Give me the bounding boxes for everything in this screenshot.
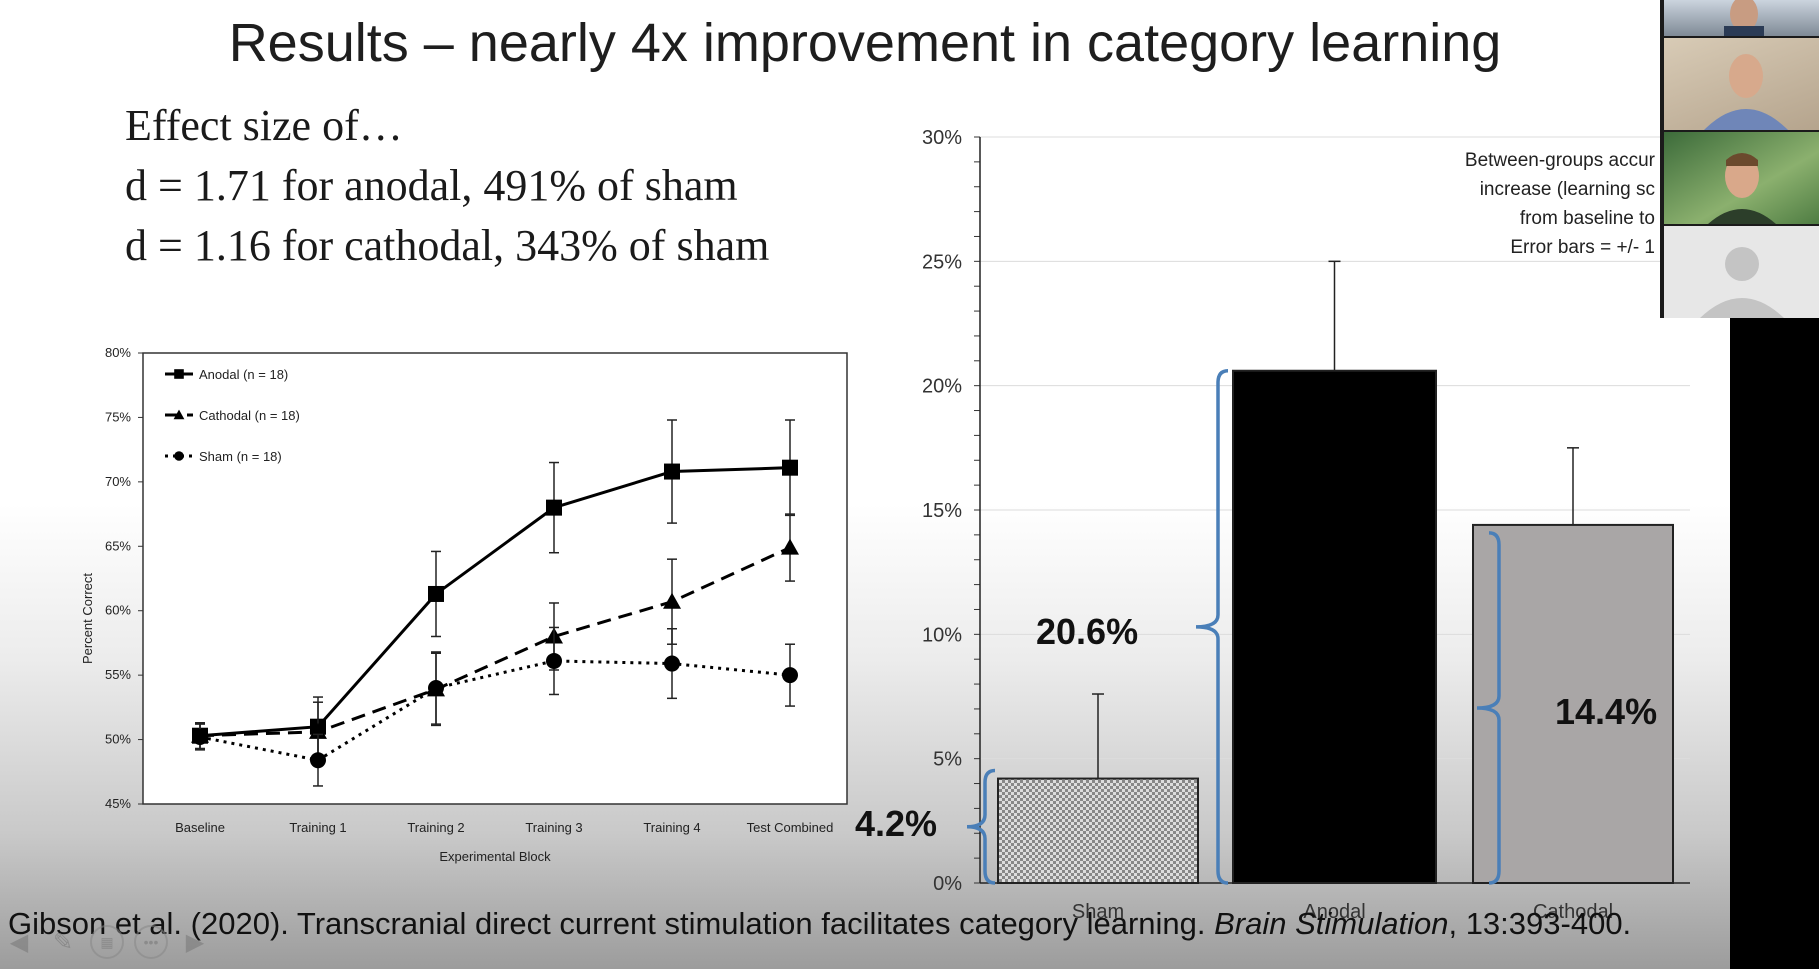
x-tick-label: Training 2 <box>407 820 464 835</box>
value-label-cathodal: 14.4% <box>1555 691 1657 732</box>
x-tick-label: Cathodal <box>1533 901 1613 923</box>
effect-size-heading: Effect size of… <box>125 101 403 150</box>
marker-circle <box>782 667 798 684</box>
marker-circle <box>428 680 444 697</box>
bar-sham <box>997 777 1199 884</box>
annotation-line: Error bars = +/- 1 <box>1510 237 1655 258</box>
participant-video-3[interactable] <box>1664 132 1819 224</box>
series-line <box>199 546 791 738</box>
legend-marker <box>174 451 184 461</box>
annotation-line: Between-groups accur <box>1465 150 1656 171</box>
bar-cathodal <box>1472 523 1674 884</box>
x-tick-label: Anodal <box>1303 901 1365 923</box>
y-tick-label: 20% <box>922 376 962 398</box>
bracket-sham <box>966 768 996 885</box>
legend-marker <box>173 409 185 420</box>
y-tick-label: 30% <box>922 127 962 149</box>
legend-marker <box>174 369 184 379</box>
bracket-anodal <box>1195 368 1229 885</box>
marker-circle <box>174 451 184 461</box>
participant-video-4-avatar[interactable] <box>1664 226 1819 318</box>
line-chart: 45% 50% 55% 60% 65% 70% 75% 80% Baseline Training… <box>80 345 848 864</box>
annotation-line: from baseline to <box>1520 208 1655 229</box>
citation-journal: Brain Stimulation <box>1214 906 1449 941</box>
x-tick-label: Test Combined <box>747 820 834 835</box>
legend-label: Sham (n = 18) <box>199 449 282 464</box>
pen-icon[interactable]: ✎ <box>52 928 74 956</box>
x-axis-label: Experimental Block <box>439 849 551 864</box>
marker-circle <box>546 652 562 669</box>
effect-size-cathodal: d = 1.16 for cathodal, 343% of sham <box>125 221 770 270</box>
annotation-line: increase (learning sc <box>1480 179 1655 200</box>
participant-video-2[interactable] <box>1664 38 1819 130</box>
marker-square <box>428 585 444 602</box>
y-tick-label: 15% <box>922 500 962 522</box>
series-line <box>199 466 791 738</box>
y-tick-label: 25% <box>922 251 962 273</box>
x-tick-label: Training 3 <box>525 820 582 835</box>
y-tick-label: 0% <box>933 873 962 895</box>
slides-icon[interactable]: ▦ <box>90 925 124 959</box>
marker-triangle <box>173 409 185 420</box>
participant-video-1[interactable] <box>1664 0 1819 36</box>
citation-main: Gibson et al. (2020). Transcranial direc… <box>8 906 1215 941</box>
y-tick-label: 75% <box>105 409 131 424</box>
marker-circle <box>192 728 208 745</box>
marker-square <box>664 463 680 480</box>
plot-frame <box>142 352 848 805</box>
x-tick-label: Training 1 <box>289 820 346 835</box>
y-tick-label: 80% <box>105 345 131 360</box>
marker-triangle <box>781 538 799 555</box>
y-tick-label: 5% <box>933 749 962 771</box>
y-axis-label: Percent Correct <box>80 573 95 664</box>
marker-circle <box>310 752 326 769</box>
y-tick-label: 55% <box>105 667 131 682</box>
bar-chart: 0% 5% 10% 15% 20% 25% 30% Sham Anodal Cathodal 4.2… <box>855 127 1690 923</box>
right-arrow-icon[interactable]: ▶ <box>185 928 205 956</box>
x-tick-label: Baseline <box>175 820 225 835</box>
bracket-cathodal <box>1476 531 1501 885</box>
y-tick-label: 45% <box>105 796 131 811</box>
y-tick-label: 60% <box>105 603 131 618</box>
citation: Gibson et al. (2020). Transcranial direc… <box>8 906 1631 942</box>
slide-nav-toolbar: ◀ ✎ ▦ ••• ▶ <box>2 922 212 962</box>
bar-anodal <box>1232 369 1437 885</box>
value-label-sham: 4.2% <box>855 803 937 844</box>
video-participants-strip <box>1660 0 1819 318</box>
x-tick-label: Sham <box>1072 901 1124 923</box>
legend-label: Anodal (n = 18) <box>199 367 288 382</box>
effect-size-anodal: d = 1.71 for anodal, 491% of sham <box>125 161 738 210</box>
more-icon[interactable]: ••• <box>134 925 168 959</box>
y-tick-label: 65% <box>105 538 131 553</box>
presentation-slide: Results – nearly 4x improvement in categ… <box>0 0 1730 969</box>
y-tick-label: 10% <box>922 624 962 646</box>
marker-square <box>174 369 184 379</box>
citation-tail: , 13:393-400. <box>1448 906 1632 941</box>
marker-circle <box>664 655 680 672</box>
y-tick-label: 70% <box>105 474 131 489</box>
value-label-anodal: 20.6% <box>1036 611 1138 652</box>
legend-label: Cathodal (n = 18) <box>199 408 300 423</box>
y-tick-label: 50% <box>105 732 131 747</box>
slide-title: Results – nearly 4x improvement in categ… <box>228 13 1502 73</box>
series-circle <box>192 626 798 787</box>
x-tick-label: Training 4 <box>643 820 700 835</box>
marker-square <box>782 459 798 476</box>
marker-square <box>546 499 562 516</box>
marker-triangle <box>663 592 681 609</box>
left-arrow-icon[interactable]: ◀ <box>9 928 29 956</box>
